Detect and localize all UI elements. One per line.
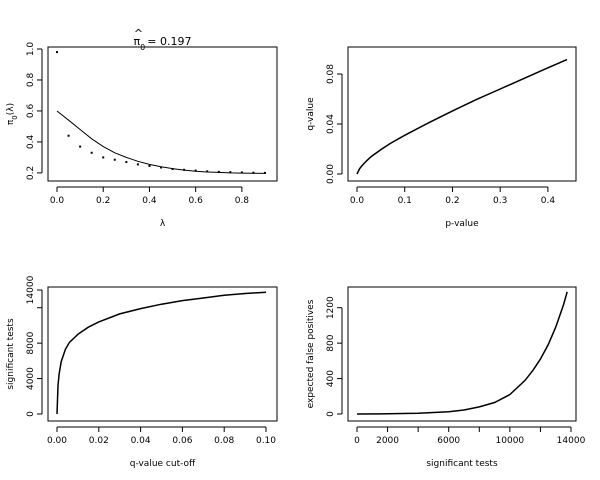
y-tick-label: 0 [26, 411, 36, 417]
y-tick-label: 14000 [26, 275, 36, 304]
y-tick-label: 0.4 [26, 135, 36, 150]
series-line [56, 291, 267, 415]
x-tick-label: 14000 [557, 436, 586, 446]
x-tick-label: 0.3 [493, 196, 507, 206]
x-tick-label: 0 [354, 436, 360, 446]
y-tick-label: 4000 [26, 367, 36, 390]
data-point [229, 171, 232, 174]
y-axis-label: significant tests [6, 318, 16, 390]
y-tick-label: 0.8 [26, 73, 36, 88]
y-tick-label: 400 [326, 370, 336, 387]
x-axis-label: λ [160, 219, 166, 229]
x-axis-label: p-value [445, 219, 479, 229]
y-tick-label: 0.04 [326, 114, 336, 134]
y-axis-label: q-value [306, 97, 316, 131]
title-hat: ^ [134, 27, 143, 40]
series-line [356, 291, 568, 415]
x-tick-label: 0.10 [256, 436, 276, 446]
data-point [160, 166, 162, 169]
x-tick-label: 0.1 [398, 196, 412, 206]
y-tick-label: 0.6 [26, 104, 36, 119]
data-point [90, 151, 93, 154]
data-point [102, 156, 105, 159]
data-point [194, 169, 197, 172]
y-tick-label: 0.08 [326, 64, 336, 84]
plot-frame [347, 286, 577, 422]
y-tick-label: 0.00 [326, 164, 336, 184]
data-point [217, 170, 220, 173]
panel-pi0: 0.0 0.2 0.4 0.6 0.8 0.2 0.4 0.6 0.8 1.0 λ π0(λ) π0 = … [6, 27, 278, 229]
data-point [136, 163, 139, 166]
chart-title: π0 = 0.197 [134, 35, 192, 52]
data-point [113, 158, 116, 161]
x-axis-label: significant tests [426, 459, 498, 469]
panel-falsepos: 0 2000 6000 10000 14000 0 400 800 1200 significan… [306, 286, 586, 469]
data-point [67, 134, 70, 137]
x-tick-label: 6000 [437, 436, 460, 446]
y-axis-label: π0(λ) [6, 103, 19, 125]
plot-frame [347, 46, 577, 182]
x-tick-label: 0.4 [142, 196, 157, 206]
x-tick-label: 0.6 [189, 196, 204, 206]
series-line [356, 58, 568, 175]
x-tick-label: 10000 [496, 436, 525, 446]
data-point [79, 145, 82, 148]
x-tick-label: 0.0 [350, 196, 365, 206]
data-point [148, 164, 151, 167]
data-point [206, 170, 209, 173]
y-tick-label: 1200 [326, 296, 336, 319]
x-tick-label: 2000 [376, 436, 399, 446]
plot-frame [47, 46, 278, 182]
panel-sigtests: 0.00 0.02 0.04 0.06 0.08 0.10 0 4000 8000 14000 q-… [6, 275, 278, 469]
y-tick-label: 1.0 [26, 42, 36, 57]
plot-frame [47, 286, 278, 422]
x-tick-label: 0.2 [445, 196, 459, 206]
x-axis-label: q-value cut-off [130, 459, 196, 469]
data-point [240, 171, 243, 174]
panel-qvalue: 0.0 0.1 0.2 0.3 0.4 0.00 0.04 0.08 p-value q-valu… [306, 46, 577, 229]
x-tick-label: 0.04 [131, 436, 151, 446]
x-tick-label: 0.2 [96, 196, 110, 206]
series-line [56, 110, 266, 174]
x-tick-label: 0.02 [89, 436, 109, 446]
data-point [125, 161, 128, 164]
x-tick-label: 0.00 [47, 436, 67, 446]
y-tick-label: 0 [326, 411, 336, 417]
y-tick-label: 800 [326, 334, 336, 351]
y-axis-label: expected false positives [306, 299, 316, 408]
x-tick-label: 0.8 [235, 196, 250, 206]
x-tick-label: 0.0 [50, 196, 65, 206]
x-tick-label: 0.08 [214, 436, 234, 446]
data-point [56, 51, 58, 54]
y-tick-label: 8000 [26, 331, 36, 354]
x-tick-label: 0.06 [172, 436, 192, 446]
x-tick-label: 0.4 [541, 196, 556, 206]
y-tick-label: 0.2 [26, 166, 36, 180]
